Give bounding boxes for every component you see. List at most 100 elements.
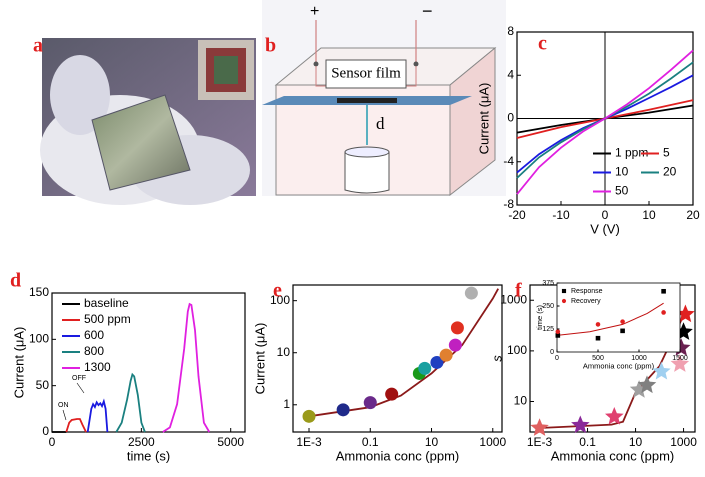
x-tick-label: -10 bbox=[552, 208, 570, 222]
panel-label: a bbox=[33, 35, 43, 57]
x-tick-label: 0 bbox=[555, 355, 559, 362]
annotation-arrow bbox=[62, 409, 67, 421]
y-tick-label: 1000 bbox=[500, 292, 527, 306]
film bbox=[91, 94, 191, 191]
point bbox=[464, 286, 478, 300]
star-point bbox=[605, 407, 624, 425]
y-axis-label: Current (μA) bbox=[11, 327, 26, 399]
legend-label: Recovery bbox=[571, 298, 601, 305]
x-tick-label: 10 bbox=[425, 435, 439, 449]
diagram: Sensor film d + − b bbox=[262, 0, 506, 197]
star-point bbox=[629, 380, 649, 398]
panel-label: c bbox=[538, 33, 547, 55]
series-line bbox=[162, 302, 211, 433]
x-axis-label: Ammonia conc (ppm) bbox=[551, 449, 675, 464]
annotation: ON bbox=[58, 402, 69, 409]
point bbox=[385, 387, 399, 401]
plot-frame bbox=[556, 282, 681, 353]
panel-label: f bbox=[515, 280, 522, 302]
x-tick-label: 10 bbox=[629, 435, 643, 449]
point bbox=[336, 403, 350, 417]
photo: a bbox=[33, 35, 256, 205]
y-tick-label: 100 bbox=[270, 293, 290, 307]
x-tick-label: 5000 bbox=[217, 435, 244, 449]
x-tick-label: 20 bbox=[686, 208, 700, 222]
panel-label: d bbox=[10, 270, 21, 292]
x-tick-label: 0 bbox=[49, 435, 56, 449]
legend-label: 50 bbox=[615, 184, 629, 198]
point bbox=[439, 348, 453, 362]
point bbox=[418, 361, 432, 375]
x-tick-label: 1000 bbox=[670, 435, 697, 449]
film-label: Sensor film bbox=[331, 65, 401, 81]
point bbox=[595, 322, 601, 327]
point bbox=[302, 409, 316, 423]
y-tick-label: 0 bbox=[42, 424, 49, 438]
x-axis-label: Ammonia conc (ppm) bbox=[583, 362, 655, 371]
annotation-arrow bbox=[76, 382, 85, 394]
x-tick-label: 500 bbox=[592, 355, 604, 362]
y-tick-label: 150 bbox=[29, 285, 49, 299]
inset-film-core bbox=[214, 56, 238, 84]
plot-frame bbox=[51, 292, 246, 433]
x-axis-label: time (s) bbox=[127, 449, 170, 464]
sensor bbox=[337, 98, 397, 103]
legend-label: 5 bbox=[663, 146, 670, 160]
panel-label: e bbox=[273, 280, 282, 302]
series-line bbox=[516, 49, 694, 195]
x-tick-label: 10 bbox=[642, 208, 656, 222]
minus: − bbox=[422, 1, 433, 21]
glove bbox=[50, 55, 110, 135]
x-tick-label: 0 bbox=[602, 208, 609, 222]
x-tick-label: 1E-3 bbox=[296, 435, 322, 449]
point bbox=[555, 329, 561, 335]
x-axis-label: Ammonia conc (ppm) bbox=[336, 449, 460, 464]
x-tick-label: 1000 bbox=[479, 435, 506, 449]
y-tick-label: -8 bbox=[503, 197, 514, 211]
legend-label: 10 bbox=[615, 165, 629, 179]
beaker bbox=[344, 152, 390, 194]
y-tick-label: 10 bbox=[514, 394, 528, 408]
y-tick-label: 1 bbox=[283, 397, 290, 411]
star-point bbox=[676, 304, 695, 323]
star-point bbox=[637, 375, 657, 394]
x-axis-label: V (V) bbox=[590, 222, 620, 237]
legend-label: 1300 bbox=[84, 360, 111, 374]
square-point bbox=[661, 288, 666, 294]
legend-label: 20 bbox=[663, 165, 677, 179]
wire bbox=[315, 20, 417, 63]
point bbox=[430, 355, 444, 369]
legend-swatch bbox=[561, 288, 567, 294]
y-tick-label: 375 bbox=[542, 280, 554, 287]
legend-label: 1 ppm bbox=[615, 146, 648, 160]
y-tick-label: 10 bbox=[277, 345, 291, 359]
x-tick-label: 0.1 bbox=[362, 435, 379, 449]
beaker-rim bbox=[344, 146, 390, 158]
y-tick-label: 8 bbox=[507, 24, 514, 38]
x-tick-label: 0.1 bbox=[579, 435, 596, 449]
film-box bbox=[325, 59, 407, 89]
legend-label: baseline bbox=[84, 296, 129, 310]
series-line bbox=[65, 418, 87, 433]
y-axis-label: Current (μA) bbox=[252, 323, 267, 395]
series-line bbox=[539, 315, 685, 429]
star-point bbox=[670, 354, 690, 372]
point bbox=[620, 319, 625, 324]
y-tick-label: 100 bbox=[29, 332, 49, 346]
point bbox=[448, 338, 462, 352]
series-line bbox=[115, 372, 146, 433]
point bbox=[450, 321, 464, 335]
y-tick-label: 50 bbox=[36, 378, 50, 392]
plot-frame bbox=[292, 284, 503, 433]
annotation: OFF bbox=[72, 375, 86, 382]
distance-label: d bbox=[376, 114, 385, 133]
panel-label: b bbox=[265, 35, 276, 57]
x-tick-label: -20 bbox=[508, 208, 526, 222]
star-point bbox=[571, 415, 590, 434]
y-tick-label: -4 bbox=[503, 154, 514, 168]
point bbox=[661, 310, 666, 315]
x-tick-label: 1E-3 bbox=[527, 435, 553, 449]
y-tick-label: 0 bbox=[507, 111, 514, 125]
y-tick-label: 125 bbox=[542, 326, 554, 333]
